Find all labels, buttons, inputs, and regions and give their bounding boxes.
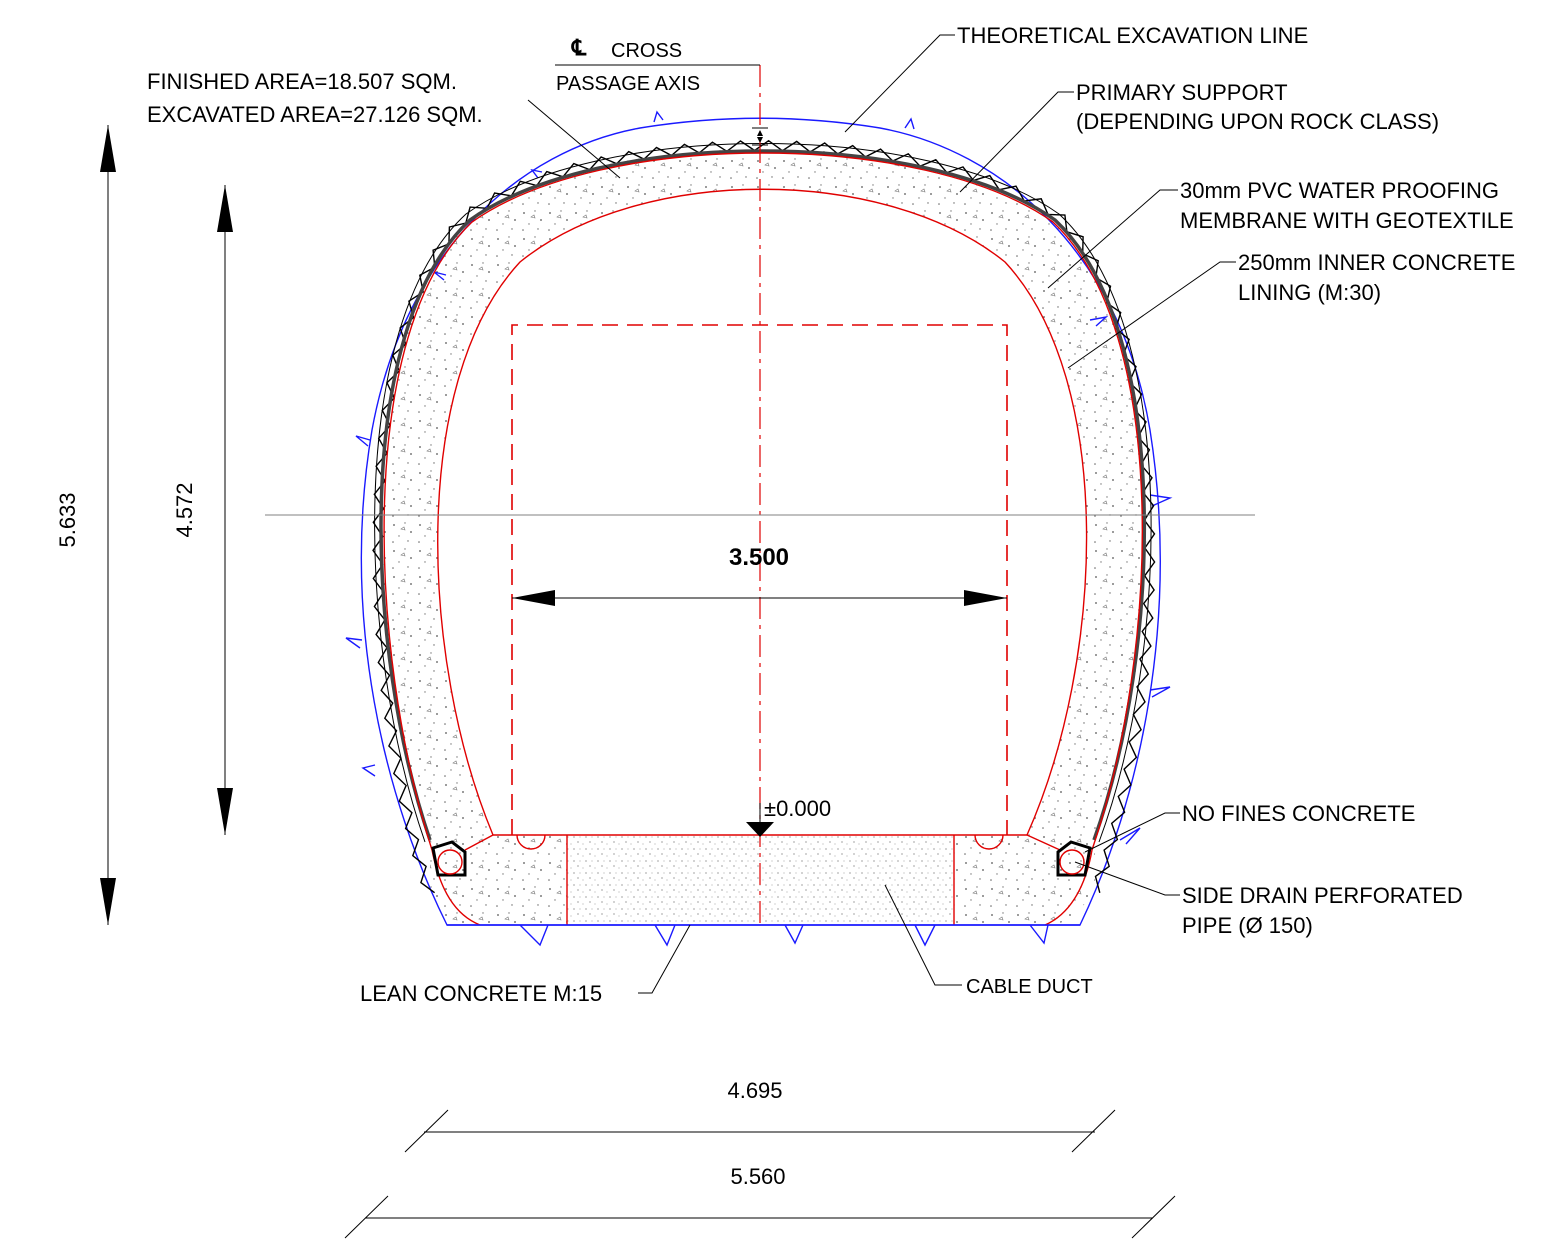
theoretical-excavation-label: THEORETICAL EXCAVATION LINE xyxy=(957,23,1308,48)
total-height-dimension xyxy=(100,125,116,925)
primary-support-label-2: (DEPENDING UPON ROCK CLASS) xyxy=(1076,109,1439,134)
excavated-area-label: EXCAVATED AREA=27.126 SQM. xyxy=(147,102,483,127)
no-fines-leader xyxy=(1084,812,1180,853)
inner-base-width-dimension xyxy=(404,1109,1116,1153)
waterproofing-membrane-outer xyxy=(374,143,1152,843)
cable-duct-label: CABLE DUCT xyxy=(966,976,1093,998)
finished-area-label: FINISHED AREA=18.507 SQM. xyxy=(147,69,457,94)
lining-inner-line xyxy=(437,188,1088,836)
lining-label-1: 250mm INNER CONCRETE xyxy=(1238,250,1515,275)
side-drain-label-1: SIDE DRAIN PERFORATED xyxy=(1182,883,1463,908)
outer-base-width-value: 5.560 xyxy=(730,1164,785,1189)
crown-thickness-tick xyxy=(752,127,768,146)
centerline-symbol: ℄ xyxy=(571,35,587,60)
level-label: ±0.000 xyxy=(764,796,831,821)
waterproofing-membrane xyxy=(379,149,1146,841)
clear-width-value: 3.500 xyxy=(729,544,789,571)
primary-support-leader xyxy=(959,91,1074,193)
area-leader xyxy=(527,99,621,179)
clear-width-dimension xyxy=(512,590,1007,606)
inner-base-width-value: 4.695 xyxy=(727,1078,782,1103)
centerline-label-line1: CROSS xyxy=(611,40,682,62)
inner-height-value: 4.572 xyxy=(172,482,197,537)
lean-concrete-label: LEAN CONCRETE M:15 xyxy=(360,981,602,1006)
membrane-label-1: 30mm PVC WATER PROOFING xyxy=(1180,178,1499,203)
total-height-value: 5.633 xyxy=(55,492,80,547)
lining-label-2: LINING (M:30) xyxy=(1238,280,1381,305)
theoretical-excavation-line xyxy=(360,117,1161,926)
no-fines-label: NO FINES CONCRETE xyxy=(1182,801,1415,826)
side-drain-right xyxy=(1056,840,1092,877)
theoretical-excavation-leader xyxy=(844,34,955,133)
side-drain-label-2: PIPE (Ø 150) xyxy=(1182,913,1313,938)
level-marker xyxy=(746,822,774,837)
primary-support-label-1: PRIMARY SUPPORT xyxy=(1076,80,1288,105)
centerline-label-line2: PASSAGE AXIS xyxy=(556,73,700,95)
lining-leader xyxy=(1067,261,1236,369)
lining-outer-line xyxy=(383,152,1143,851)
inner-height-dimension xyxy=(217,185,233,835)
side-drain-left xyxy=(431,840,467,877)
membrane-leader xyxy=(1047,189,1178,289)
lean-concrete-leader xyxy=(638,924,691,994)
excavation-overbreak-spikes xyxy=(345,110,1173,947)
membrane-label-2: MEMBRANE WITH GEOTEXTILE xyxy=(1180,208,1514,233)
outer-base-width-dimension xyxy=(344,1195,1176,1239)
side-drain-leader xyxy=(1074,861,1180,896)
cable-duct-leader xyxy=(884,884,962,986)
